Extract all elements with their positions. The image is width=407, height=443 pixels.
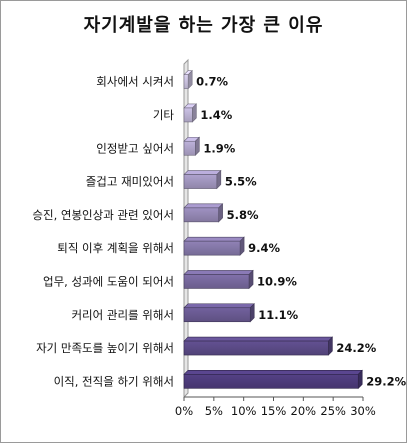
bar-4 bbox=[183, 207, 219, 223]
bar-top-8 bbox=[183, 336, 334, 342]
bar-1 bbox=[183, 107, 193, 123]
category-label-7: 커리어 관리를 위해서 bbox=[71, 308, 174, 322]
x-tick-label-4: 20% bbox=[291, 404, 317, 418]
value-label-8: 24.2% bbox=[336, 341, 376, 355]
bar-9 bbox=[183, 374, 359, 389]
chart-title: 자기계발을 하는 가장 큰 이유 bbox=[83, 15, 324, 36]
value-label-5: 9.4% bbox=[248, 241, 280, 255]
x-tick-label-0: 0% bbox=[175, 404, 193, 418]
category-label-8: 자기 만족도를 높이기 위해서 bbox=[36, 341, 174, 355]
x-tick-label-6: 30% bbox=[350, 404, 376, 418]
x-tick-label-5: 25% bbox=[320, 404, 346, 418]
category-label-9: 이직, 전직을 하기 위해서 bbox=[54, 374, 174, 388]
category-label-1: 기타 bbox=[153, 108, 175, 122]
bar-2 bbox=[183, 140, 196, 156]
bar-5 bbox=[183, 240, 241, 256]
value-label-4: 5.8% bbox=[227, 208, 259, 222]
value-label-9: 29.2% bbox=[366, 374, 406, 388]
bar-top-9 bbox=[183, 370, 363, 375]
category-label-0: 회사에서 시켜서 bbox=[96, 75, 174, 89]
bar-6 bbox=[183, 274, 250, 289]
value-label-2: 1.9% bbox=[203, 141, 235, 155]
value-label-3: 5.5% bbox=[225, 175, 257, 189]
bar-8 bbox=[183, 340, 329, 356]
bar-0 bbox=[183, 74, 189, 89]
bar-top-6 bbox=[183, 270, 254, 275]
value-label-0: 0.7% bbox=[196, 75, 228, 89]
value-label-7: 11.1% bbox=[258, 308, 298, 322]
value-label-1: 1.4% bbox=[200, 108, 232, 122]
bar-top-4 bbox=[183, 203, 224, 209]
category-label-4: 승진, 연봉인상과 관련 있어서 bbox=[32, 208, 174, 222]
category-label-5: 퇴직 이후 계획을 위해서 bbox=[57, 241, 174, 255]
value-label-6: 10.9% bbox=[257, 274, 297, 288]
bar-top-3 bbox=[183, 170, 222, 175]
category-label-3: 즐겁고 재미있어서 bbox=[86, 175, 174, 189]
x-tick-label-3: 15% bbox=[261, 404, 287, 418]
x-tick-label-2: 10% bbox=[231, 404, 257, 418]
category-label-6: 업무, 성과에 도움이 되어서 bbox=[43, 274, 174, 288]
bar-top-5 bbox=[183, 236, 245, 242]
category-label-2: 인정받고 싶어서 bbox=[96, 141, 174, 155]
bar-top-7 bbox=[183, 303, 255, 309]
bar-7 bbox=[183, 307, 251, 323]
x-tick-label-1: 5% bbox=[205, 404, 223, 418]
bar-3 bbox=[183, 174, 218, 189]
